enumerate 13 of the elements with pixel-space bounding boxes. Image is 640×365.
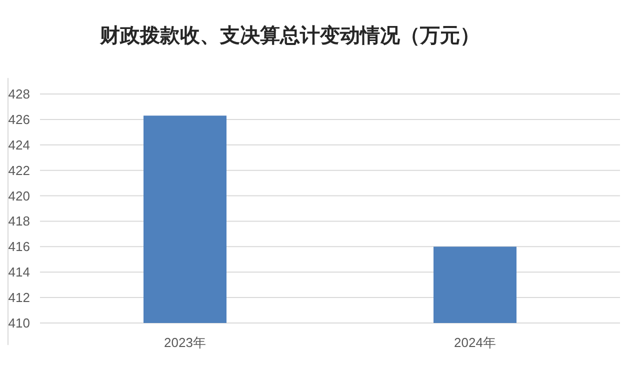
y-tick-label: 422 [8, 162, 30, 178]
y-tick-label: 420 [8, 188, 30, 204]
x-tick-label: 2024年 [454, 335, 496, 350]
y-tick-label: 428 [8, 86, 30, 102]
y-tick-label: 412 [8, 290, 30, 306]
chart-title: 财政拨款收、支决算总计变动情况（万元） [99, 24, 480, 47]
y-tick-label: 418 [8, 214, 30, 229]
y-tick-label: 414 [8, 264, 30, 280]
y-tick-label: 424 [8, 137, 30, 152]
y-tick-label: 416 [8, 239, 30, 254]
x-tick-label: 2023年 [164, 335, 206, 350]
y-tick-label: 410 [8, 316, 30, 330]
y-tick-label: 426 [8, 112, 30, 127]
